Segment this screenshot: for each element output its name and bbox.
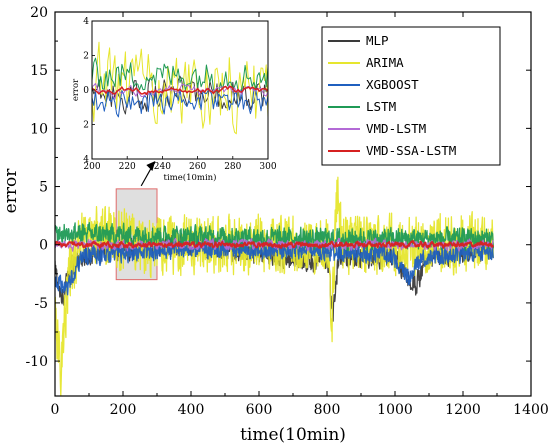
x-tick-label: 1000	[377, 402, 413, 418]
legend-label: XGBOOST	[366, 77, 419, 92]
series-line-vmd-ssa-lstm	[55, 240, 495, 250]
inset-y-tick-label: 4	[83, 155, 89, 165]
inset-series-line-arima	[92, 41, 268, 135]
zoom-arrow-line	[140, 165, 153, 187]
legend-label: VMD-SSA-LSTM	[366, 143, 456, 158]
legend-label: ARIMA	[366, 55, 404, 70]
legend-label: VMD-LSTM	[366, 121, 426, 136]
inset-y-axis-title: error	[71, 78, 81, 101]
y-tick-label: 5	[39, 180, 48, 196]
zoom-arrow-head	[146, 161, 156, 171]
legend-label: MLP	[366, 33, 389, 48]
inset-x-tick-label: 260	[189, 162, 206, 172]
inset-x-tick-label: 220	[119, 162, 136, 172]
y-tick-label: 15	[30, 63, 48, 79]
x-axis-title: time(10min)	[240, 425, 346, 445]
x-tick-label: 200	[110, 402, 137, 418]
x-tick-label: 800	[314, 402, 341, 418]
inset-y-tick-label: 0	[83, 86, 89, 96]
inset-y-tick-label: 2	[83, 121, 89, 131]
series-line-xgboost	[55, 237, 494, 296]
legend-label: LSTM	[366, 99, 396, 114]
y-tick-label: -5	[34, 296, 48, 312]
inset-x-tick-label: 240	[154, 162, 171, 172]
x-tick-label: 1200	[445, 402, 481, 418]
y-tick-label: 10	[30, 121, 48, 137]
series-line-lstm	[55, 221, 494, 252]
inset-x-tick-label: 280	[224, 162, 241, 172]
y-tick-label: 0	[39, 238, 48, 254]
inset-x-tick-label: 200	[83, 162, 100, 172]
y-tick-label: 20	[30, 5, 48, 21]
x-tick-label: 1400	[513, 402, 549, 418]
y-axis-title: error	[1, 168, 21, 214]
inset-y-tick-label: 4	[83, 17, 89, 27]
inset-y-tick-label: 2	[83, 52, 89, 62]
x-tick-label: 600	[246, 402, 273, 418]
x-tick-label: 400	[178, 402, 205, 418]
inset-x-axis-title: time(10min)	[164, 172, 217, 183]
inset-chart: 200 220 240 260 280 300 4 2 0 2 4 time(10min) error	[71, 17, 277, 187]
legend: MLP ARIMA XGBOOST LSTM VMD-LSTM VMD-SSA-LSTM	[321, 26, 501, 166]
legend-box	[321, 26, 501, 166]
y-tick-label: -10	[25, 354, 48, 370]
inset-series-line-mlp	[92, 75, 268, 115]
inset-series-line-vmd-ssa-lstm	[92, 85, 268, 96]
main-plot-area	[55, 176, 495, 396]
x-tick-label: 0	[51, 402, 60, 418]
inset-x-tick-label: 300	[259, 162, 276, 172]
